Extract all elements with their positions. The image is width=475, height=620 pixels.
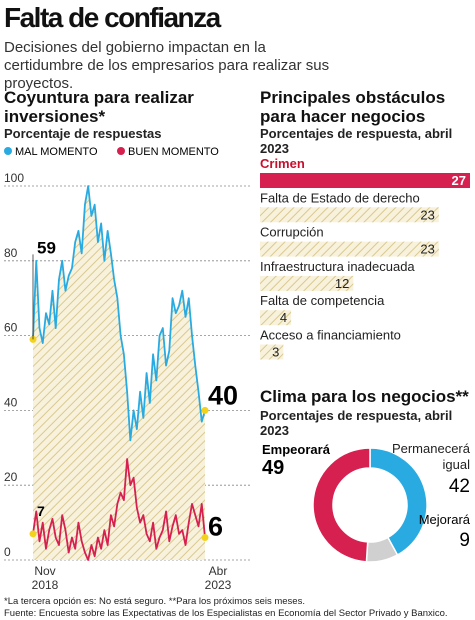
- y-tick-label: 40: [4, 395, 18, 409]
- value-label: 3: [272, 345, 279, 360]
- chart-subtitle: Porcentaje de respuestas: [4, 126, 162, 141]
- y-tick-label: 80: [4, 246, 18, 260]
- value-label: 27: [452, 173, 466, 188]
- legend-swatch: [4, 147, 12, 155]
- slice-label: Mejorará: [419, 512, 471, 527]
- value-label: 12: [335, 276, 349, 291]
- bar-label: Falta de competencia: [260, 293, 385, 308]
- end-point: [201, 406, 209, 414]
- end-point: [201, 534, 209, 542]
- slice-value: 9: [459, 530, 470, 551]
- bar: [260, 275, 354, 291]
- bar: [260, 207, 439, 223]
- source: Fuente: Encuesta sobre las Expectativas …: [4, 608, 448, 619]
- value-label: 4: [280, 310, 287, 325]
- bar-label: Crimen: [260, 156, 305, 171]
- value-label: 23: [420, 207, 434, 222]
- slice-value: 42: [449, 476, 470, 497]
- y-tick-label: 0: [4, 545, 11, 559]
- y-tick-label: 20: [4, 470, 18, 484]
- chart-subtitle: Porcentajes de respuesta, abril 2023: [260, 126, 453, 156]
- bar: [260, 241, 439, 257]
- donut-slice: [312, 447, 371, 563]
- bar-label: Falta de Estado de derecho: [260, 190, 420, 205]
- value-label: 23: [420, 242, 434, 257]
- y-tick-label: 100: [4, 171, 24, 185]
- x-tick-line: Abr: [209, 564, 228, 578]
- slice-label: Permanecerá igual: [391, 441, 470, 472]
- bar: [260, 310, 292, 326]
- x-tick-label: Abr 2023: [205, 564, 232, 592]
- legend-swatch: [117, 147, 125, 155]
- x-tick-line: Nov: [34, 564, 55, 578]
- title: Falta de confianza: [4, 2, 221, 33]
- subtitle: Decisiones del gobierno impactan en la c…: [4, 39, 330, 92]
- chart-title: Principales obstáculos para hacer negoci…: [260, 88, 446, 126]
- legend-label: MAL MOMENTO: [15, 146, 98, 158]
- bar-label: Acceso a financiamiento: [260, 328, 401, 343]
- x-tick-line: 2018: [32, 578, 59, 592]
- chart-subtitle: Porcentajes de respuesta, abril 2023: [260, 408, 453, 438]
- x-tick-label: Nov 2018: [32, 564, 59, 592]
- slice-label: Empeorará: [262, 442, 331, 457]
- line: [32, 458, 206, 561]
- bar: [260, 173, 470, 188]
- data-label: 40: [208, 380, 238, 410]
- bar-label: Infraestructura inadecuada: [260, 259, 415, 274]
- chart-title: Clima para los negocios**: [260, 387, 469, 406]
- footnote: *La tercera opción es: No está seguro. *…: [4, 596, 305, 607]
- end-point: [29, 530, 37, 538]
- area: [33, 186, 205, 560]
- slice-value: 49: [262, 457, 284, 479]
- data-label: 6: [208, 512, 223, 542]
- bar-label: Corrupción: [260, 225, 324, 240]
- y-tick-label: 60: [4, 321, 18, 335]
- chart-title: Coyuntura para realizar inversiones*: [4, 88, 194, 126]
- data-label: 59: [37, 238, 56, 257]
- line: [32, 185, 206, 442]
- data-label: 7: [37, 503, 45, 519]
- bar: [260, 344, 284, 360]
- legend-label: BUEN MOMENTO: [128, 146, 219, 158]
- x-tick-line: 2023: [205, 578, 232, 592]
